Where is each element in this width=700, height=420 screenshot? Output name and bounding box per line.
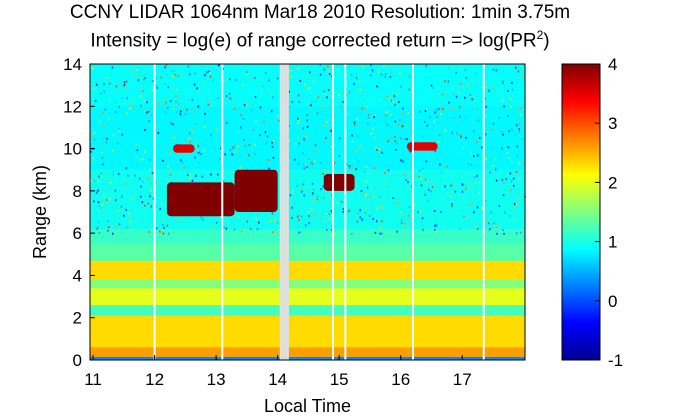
y-tick-label: 2	[73, 309, 82, 328]
heatmap-layer	[90, 64, 526, 360]
cloud-layer	[406, 142, 438, 151]
colorbar-tick-label: 1	[608, 233, 617, 252]
noise-speck	[496, 232, 498, 235]
colorbar-tick-label: 0	[608, 292, 617, 311]
y-tick-label: 8	[73, 182, 82, 201]
noise-speck	[351, 232, 353, 235]
x-tick-label: 12	[145, 370, 164, 389]
y-tick-label: 12	[63, 97, 82, 116]
y-axis-label: Range (km)	[30, 165, 50, 259]
axes-group: 11 12 13 14 15 16 17 0 2 4 6 8 10 12 14	[63, 55, 472, 389]
cloud-layer	[173, 144, 195, 153]
range-band	[90, 260, 525, 280]
data-gap	[282, 64, 286, 360]
data-gap	[332, 64, 335, 360]
x-tick-label: 13	[207, 370, 226, 389]
y-tick-label: 14	[63, 55, 82, 74]
y-tick-label: 10	[63, 140, 82, 159]
cloud-layer	[234, 169, 278, 212]
range-band	[90, 243, 525, 261]
data-gap	[279, 64, 283, 360]
x-tick-label: 17	[453, 370, 472, 389]
noise-speck	[503, 232, 505, 235]
colorbar-tick-label: 4	[608, 55, 617, 74]
range-band	[90, 279, 525, 289]
x-tick-label: 14	[268, 370, 287, 389]
noise-speck	[379, 232, 381, 235]
cloud-layer	[166, 182, 235, 217]
colorbar-tick-label: 2	[608, 173, 617, 192]
data-gap	[344, 64, 347, 360]
colorbar-tick-label: 3	[608, 114, 617, 133]
y-tick-label: 4	[73, 266, 82, 285]
data-gap	[153, 64, 156, 360]
range-band	[90, 288, 525, 306]
range-band	[90, 315, 525, 348]
x-tick-label: 16	[391, 370, 410, 389]
x-axis-label: Local Time	[264, 396, 351, 416]
x-tick-label: 11	[84, 370, 102, 389]
chart-subtitle: Intensity = log(e) of range corrected re…	[0, 28, 640, 52]
subtitle-text: Intensity = log(e) of range corrected re…	[90, 30, 537, 52]
noise-speck	[515, 232, 518, 235]
subtitle-superscript: 2	[536, 28, 544, 42]
noise-speck	[162, 232, 165, 235]
range-band	[90, 356, 525, 360]
plot-frame	[89, 63, 526, 361]
noise-texture	[90, 64, 525, 234]
noise-speck	[381, 232, 383, 235]
colorbar-group: -1 0 1 2 3 4	[561, 55, 623, 370]
noise-speck	[333, 232, 336, 235]
chart-title: CCNY LIDAR 1064nm Mar18 2010 Resolution:…	[69, 2, 571, 23]
y-tick-label: 6	[73, 224, 82, 243]
range-band	[90, 305, 525, 316]
y-tick-label: 0	[73, 351, 82, 370]
range-band	[90, 347, 525, 357]
data-gap	[221, 64, 224, 360]
data-gap	[285, 64, 289, 360]
data-gap	[482, 64, 485, 360]
x-tick-label: 15	[330, 370, 349, 389]
noise-speck	[112, 232, 114, 235]
data-gap	[412, 64, 415, 360]
colorbar-gradient	[561, 63, 601, 361]
subtitle-suffix: )	[543, 30, 550, 52]
noise-speck	[167, 232, 170, 235]
cloud-layer	[323, 173, 355, 191]
colorbar-tick-label: -1	[608, 351, 623, 370]
